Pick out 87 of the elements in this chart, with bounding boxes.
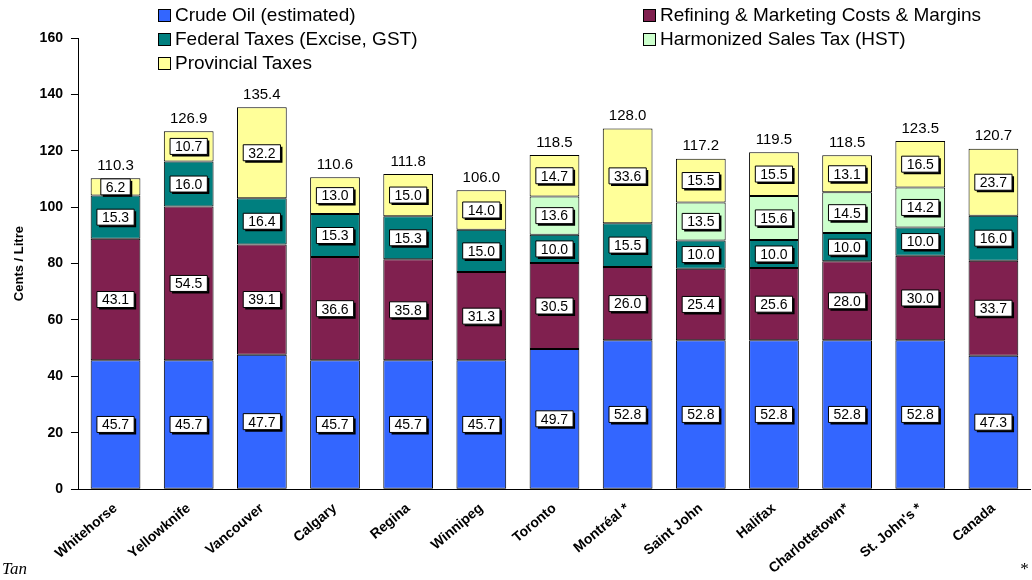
data-label: 10.0 <box>540 240 569 257</box>
data-label: 15.3 <box>394 229 422 246</box>
y-tick-label: 160 <box>39 28 64 45</box>
data-label: 13.6 <box>540 207 569 224</box>
y-axis-title: Cents / Litre <box>11 226 27 302</box>
data-label: 16.5 <box>906 156 935 173</box>
data-label: 35.8 <box>394 301 422 318</box>
data-label: 52.8 <box>687 406 715 423</box>
data-label: 14.2 <box>906 199 935 216</box>
y-tick-label: 60 <box>47 310 64 327</box>
data-label: 45.7 <box>321 416 349 433</box>
text: Tan <box>2 558 27 578</box>
data-label: 13.1 <box>833 165 861 182</box>
data-label: 15.5 <box>760 165 788 182</box>
legend-label: Crude Oil (estimated) <box>175 4 356 26</box>
data-label: 45.7 <box>175 416 203 433</box>
data-label: 45.7 <box>101 416 130 433</box>
total-label: 110.3 <box>97 155 134 173</box>
data-label: 25.6 <box>760 296 788 313</box>
y-tick-label: 80 <box>47 254 64 271</box>
data-label: 47.3 <box>979 414 1008 431</box>
data-label: 10.7 <box>175 138 203 155</box>
total-label: 123.5 <box>901 118 940 136</box>
y-tick-label: 100 <box>39 198 64 215</box>
data-label: 25.4 <box>687 296 715 313</box>
data-label: 52.8 <box>760 406 788 423</box>
total-label: 110.6 <box>316 154 354 172</box>
data-label: 28.0 <box>833 292 861 309</box>
data-label: 14.0 <box>467 201 496 218</box>
data-label: 32.2 <box>248 144 276 161</box>
data-label: 16.4 <box>248 213 276 230</box>
data-label: 43.1 <box>101 291 130 308</box>
data-label: 10.0 <box>906 233 935 250</box>
total-label: 106.0 <box>462 167 501 185</box>
data-label: 16.0 <box>175 175 203 192</box>
total-label: 111.8 <box>390 151 426 169</box>
total-label: 135.4 <box>243 85 281 102</box>
data-label: 45.7 <box>467 416 496 433</box>
total-label: 118.5 <box>536 132 573 150</box>
data-label: 13.5 <box>687 213 715 230</box>
data-label: 16.0 <box>979 230 1008 247</box>
data-label: 39.1 <box>248 291 276 308</box>
data-label: 15.3 <box>321 227 349 244</box>
y-tick-label: 40 <box>47 367 64 384</box>
total-label: 118.5 <box>828 132 866 150</box>
data-label: 15.6 <box>760 209 788 226</box>
data-label: 45.7 <box>394 416 422 433</box>
total-label: 119.5 <box>755 129 793 147</box>
data-label: 10.0 <box>687 246 715 263</box>
total-label: 126.9 <box>169 108 208 126</box>
data-label: 31.3 <box>467 308 496 325</box>
data-label: 30.5 <box>540 297 569 314</box>
total-label: 117.2 <box>682 136 720 154</box>
data-label: 52.8 <box>833 406 861 423</box>
data-label: 6.2 <box>105 178 126 195</box>
data-label: 36.6 <box>321 300 349 317</box>
data-label: 15.3 <box>101 209 130 226</box>
y-tick-label: 0 <box>55 480 64 496</box>
legend-label: Harmonized Sales Tax (HST) <box>660 28 906 50</box>
legend-label: Federal Taxes (Excise, GST) <box>175 28 418 50</box>
total-label: 128.0 <box>608 106 647 124</box>
data-label: 15.0 <box>394 186 422 203</box>
y-tick-label: 120 <box>39 141 64 158</box>
data-label: 10.0 <box>760 245 788 262</box>
legend-label: Refining & Marketing Costs & Margins <box>660 4 982 26</box>
data-label: 23.7 <box>979 174 1008 191</box>
data-label: 52.8 <box>906 406 935 423</box>
data-label: 49.7 <box>540 410 569 427</box>
data-label: 54.5 <box>175 275 203 292</box>
data-label: 33.6 <box>614 167 642 184</box>
data-label: 13.0 <box>321 187 349 204</box>
data-label: 14.5 <box>833 204 861 221</box>
legend-label: Provincial Taxes <box>175 52 312 74</box>
data-label: 15.5 <box>687 172 715 189</box>
data-label: 14.7 <box>540 167 569 184</box>
total-label: 120.7 <box>974 126 1013 144</box>
data-label: 15.5 <box>614 236 642 253</box>
data-label: 10.0 <box>833 239 861 256</box>
data-label: 15.0 <box>467 242 496 259</box>
y-tick-label: 20 <box>47 423 64 440</box>
y-tick-label: 140 <box>39 85 64 102</box>
data-label: 33.7 <box>979 300 1008 317</box>
data-label: 52.8 <box>614 406 642 423</box>
text: * <box>1019 558 1029 578</box>
data-label: 47.7 <box>248 413 276 430</box>
data-label: 26.0 <box>614 295 642 312</box>
data-label: 30.0 <box>906 289 935 306</box>
